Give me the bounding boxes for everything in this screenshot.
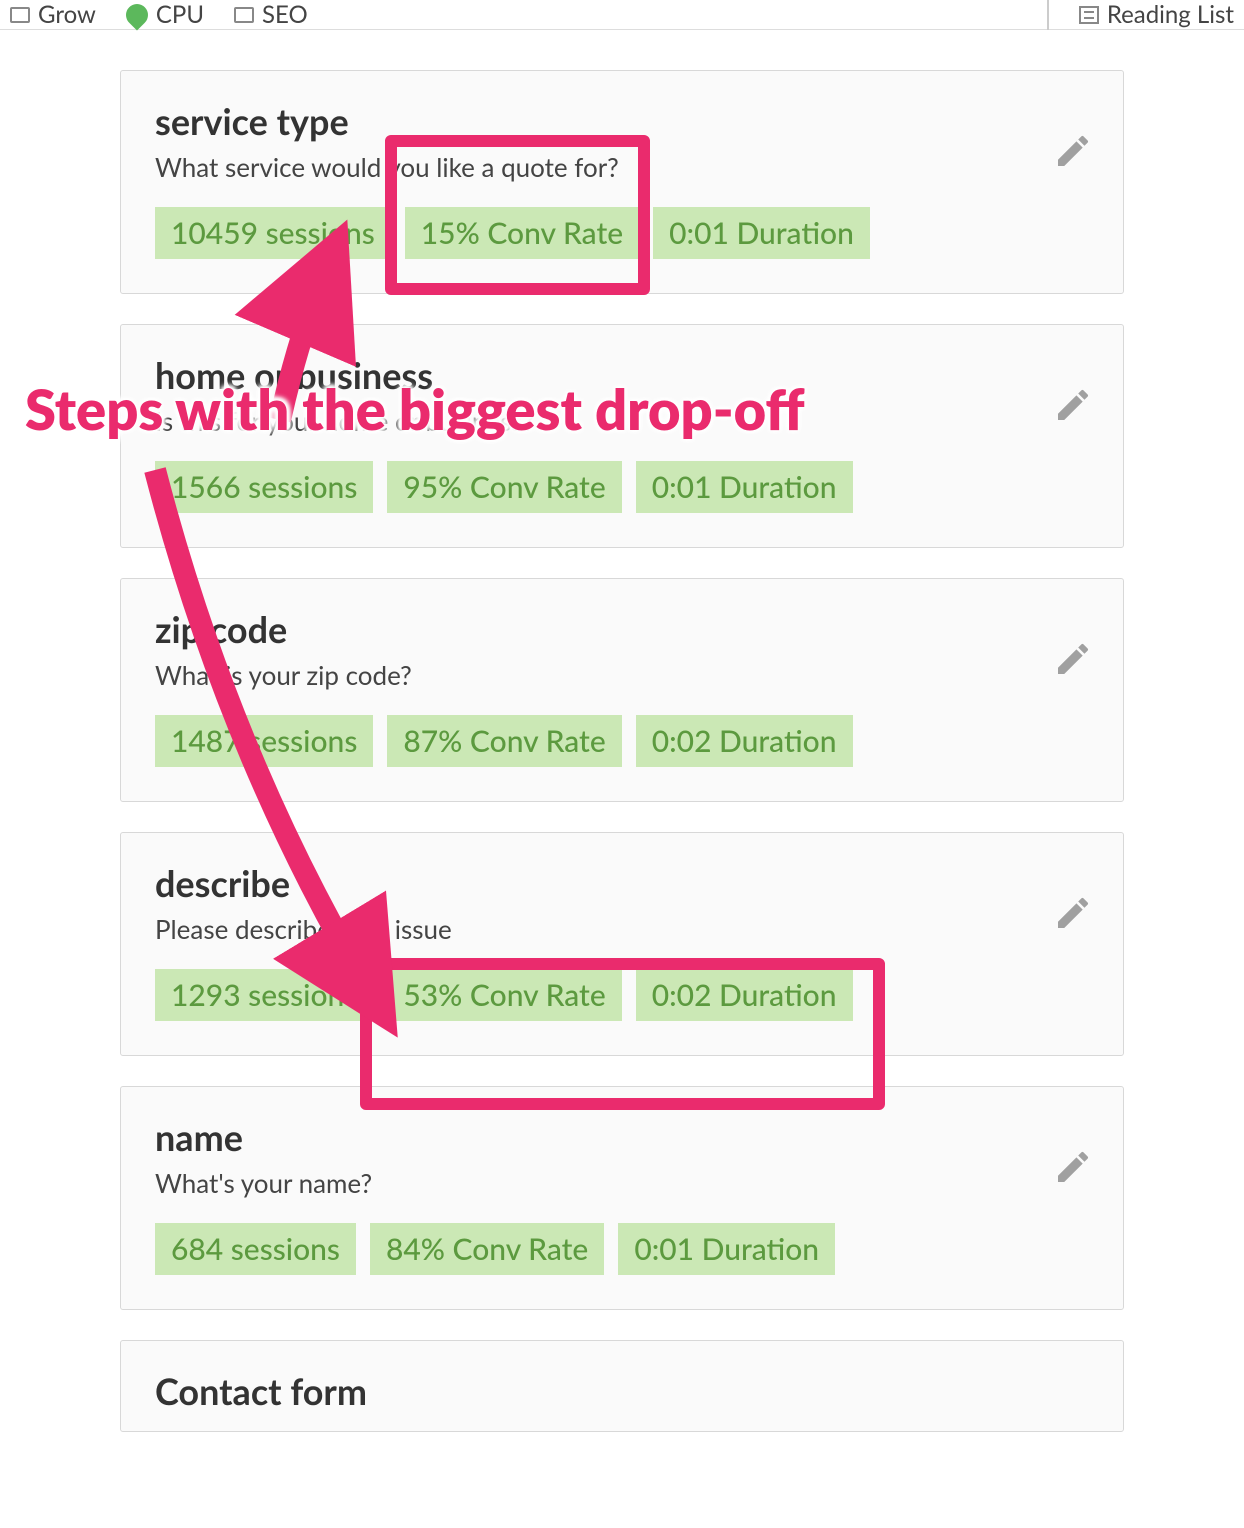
browser-tab-bar: Grow CPU SEO Reading List [0, 0, 1244, 30]
tab-reading-list[interactable]: Reading List [1079, 0, 1234, 29]
pin-icon [121, 0, 152, 30]
duration-pill: 0:02 Duration [636, 715, 853, 767]
sessions-pill: 1487 sessions [155, 715, 373, 767]
metric-pills: 10459 sessions 15% Conv Rate 0:01 Durati… [155, 207, 1089, 259]
duration-pill: 0:01 Duration [653, 207, 870, 259]
duration-pill: 0:02 Duration [636, 969, 853, 1021]
step-card-contact-form: Contact form [120, 1340, 1124, 1432]
metric-pills: 1293 sessions 53% Conv Rate 0:02 Duratio… [155, 969, 1089, 1021]
card-subtitle: Is this for your home or business? [155, 405, 1089, 437]
step-card-home-business: home or business Is this for your home o… [120, 324, 1124, 548]
metric-pills: 684 sessions 84% Conv Rate 0:01 Duration [155, 1223, 1089, 1275]
conv-rate-pill: 84% Conv Rate [370, 1223, 604, 1275]
duration-pill: 0:01 Duration [618, 1223, 835, 1275]
metric-pills: 1487 sessions 87% Conv Rate 0:02 Duratio… [155, 715, 1089, 767]
tab-group-right: Reading List [1047, 0, 1234, 30]
metric-pills: 1566 sessions 95% Conv Rate 0:01 Duratio… [155, 461, 1089, 513]
conv-rate-pill: 15% Conv Rate [405, 207, 639, 259]
sessions-pill: 1293 sessions [155, 969, 373, 1021]
divider [1047, 0, 1049, 30]
pencil-icon[interactable] [1053, 1147, 1093, 1187]
tab-cpu[interactable]: CPU [126, 0, 204, 29]
card-subtitle: What service would you like a quote for? [155, 151, 1089, 183]
tab-label: CPU [156, 0, 204, 29]
card-title: home or business [155, 353, 1089, 397]
card-title: zip code [155, 607, 1089, 651]
step-card-service-type: service type What service would you like… [120, 70, 1124, 294]
card-subtitle: Please describe your issue [155, 913, 1089, 945]
pencil-icon[interactable] [1053, 893, 1093, 933]
card-title: Contact form [155, 1369, 1089, 1413]
sessions-pill: 684 sessions [155, 1223, 356, 1275]
pencil-icon[interactable] [1053, 639, 1093, 679]
tab-label: Grow [38, 0, 96, 29]
duration-pill: 0:01 Duration [636, 461, 853, 513]
tab-label: Reading List [1107, 0, 1234, 29]
sessions-pill: 1566 sessions [155, 461, 373, 513]
pencil-icon[interactable] [1053, 385, 1093, 425]
card-title: name [155, 1115, 1089, 1159]
square-icon [10, 7, 30, 23]
list-icon [1079, 6, 1099, 24]
tab-seo[interactable]: SEO [234, 0, 308, 29]
tab-grow[interactable]: Grow [10, 0, 96, 29]
conv-rate-pill: 95% Conv Rate [387, 461, 621, 513]
card-subtitle: What is your zip code? [155, 659, 1089, 691]
sessions-pill: 10459 sessions [155, 207, 391, 259]
conv-rate-pill: 87% Conv Rate [387, 715, 621, 767]
step-card-zip-code: zip code What is your zip code? 1487 ses… [120, 578, 1124, 802]
card-title: describe [155, 861, 1089, 905]
card-subtitle: What's your name? [155, 1167, 1089, 1199]
content-area: service type What service would you like… [0, 30, 1244, 1482]
step-card-name: name What's your name? 684 sessions 84% … [120, 1086, 1124, 1310]
step-card-describe: describe Please describe your issue 1293… [120, 832, 1124, 1056]
tab-label: SEO [262, 0, 308, 29]
card-title: service type [155, 99, 1089, 143]
tab-group-left: Grow CPU SEO [10, 0, 308, 29]
square-icon [234, 7, 254, 23]
conv-rate-pill: 53% Conv Rate [387, 969, 621, 1021]
pencil-icon[interactable] [1053, 131, 1093, 171]
